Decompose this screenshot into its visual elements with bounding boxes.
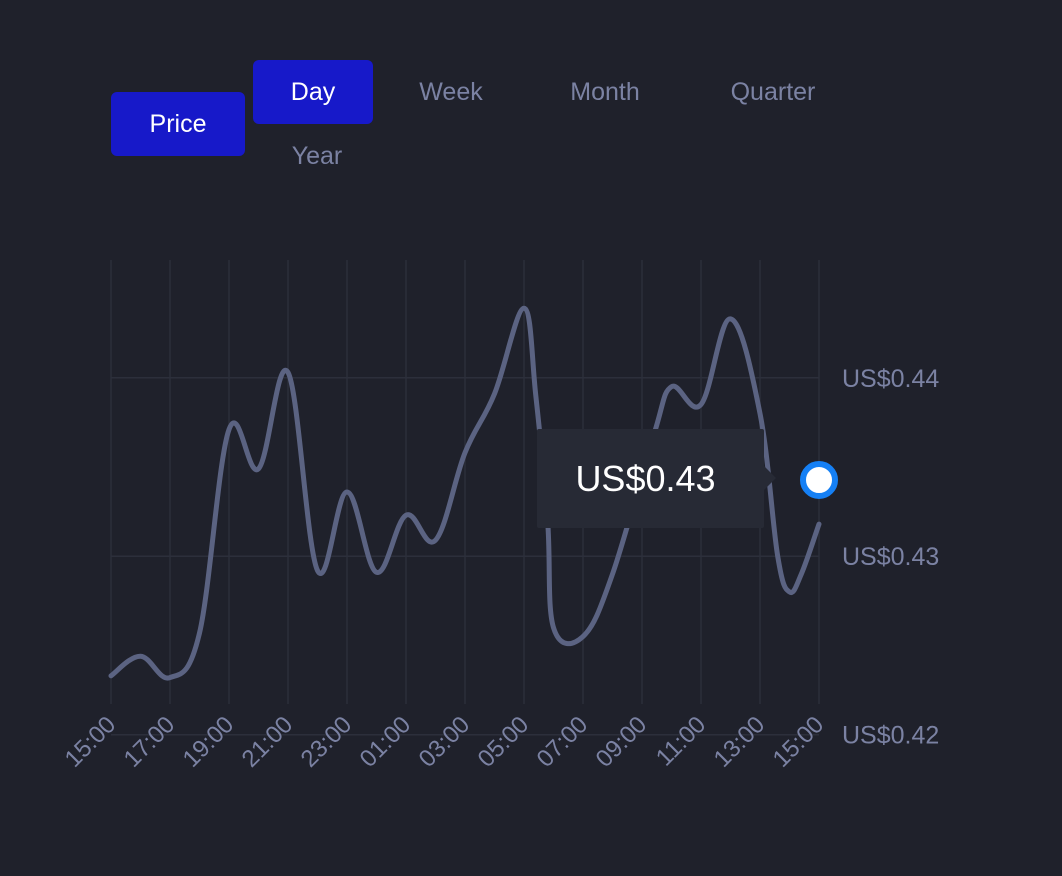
- y-tick-label: US$0.42: [842, 722, 939, 750]
- x-tick-label: 07:00: [532, 711, 594, 773]
- tab-year[interactable]: Year: [291, 141, 343, 170]
- tab-quarter[interactable]: Quarter: [730, 77, 816, 106]
- x-axis-tick-labels: 15:0017:0019:0021:0023:0001:0003:0005:00…: [60, 711, 830, 773]
- x-tick-label: 01:00: [355, 711, 417, 773]
- current-point-marker[interactable]: [800, 461, 838, 499]
- y-axis-tick-labels: US$0.44 US$0.43 US$0.42: [842, 365, 939, 750]
- x-tick-label: 09:00: [591, 711, 653, 773]
- x-tick-label: 13:00: [709, 711, 771, 773]
- x-tick-label: 15:00: [60, 711, 122, 773]
- y-tick-label: US$0.44: [842, 365, 939, 393]
- tab-month[interactable]: Month: [570, 77, 640, 106]
- x-tick-label: 05:00: [473, 711, 535, 773]
- y-tick-label: US$0.43: [842, 543, 939, 571]
- x-tick-label: 21:00: [237, 711, 299, 773]
- price-tooltip: US$0.43: [537, 429, 776, 528]
- x-tick-label: 03:00: [414, 711, 476, 773]
- x-tick-label: 23:00: [296, 711, 358, 773]
- x-tick-label: 11:00: [651, 711, 711, 771]
- price-series-line: [108, 305, 822, 681]
- tab-day[interactable]: Day: [253, 60, 373, 124]
- horizontal-gridlines: [111, 377, 819, 736]
- tooltip-value: US$0.43: [575, 457, 716, 499]
- tooltip-arrow: [764, 466, 776, 490]
- price-metric-button[interactable]: Price: [111, 92, 245, 156]
- tab-week[interactable]: Week: [419, 77, 483, 106]
- x-tick-label: 19:00: [178, 711, 240, 773]
- x-tick-label: 15:00: [768, 711, 830, 773]
- x-tick-label: 17:00: [119, 711, 181, 773]
